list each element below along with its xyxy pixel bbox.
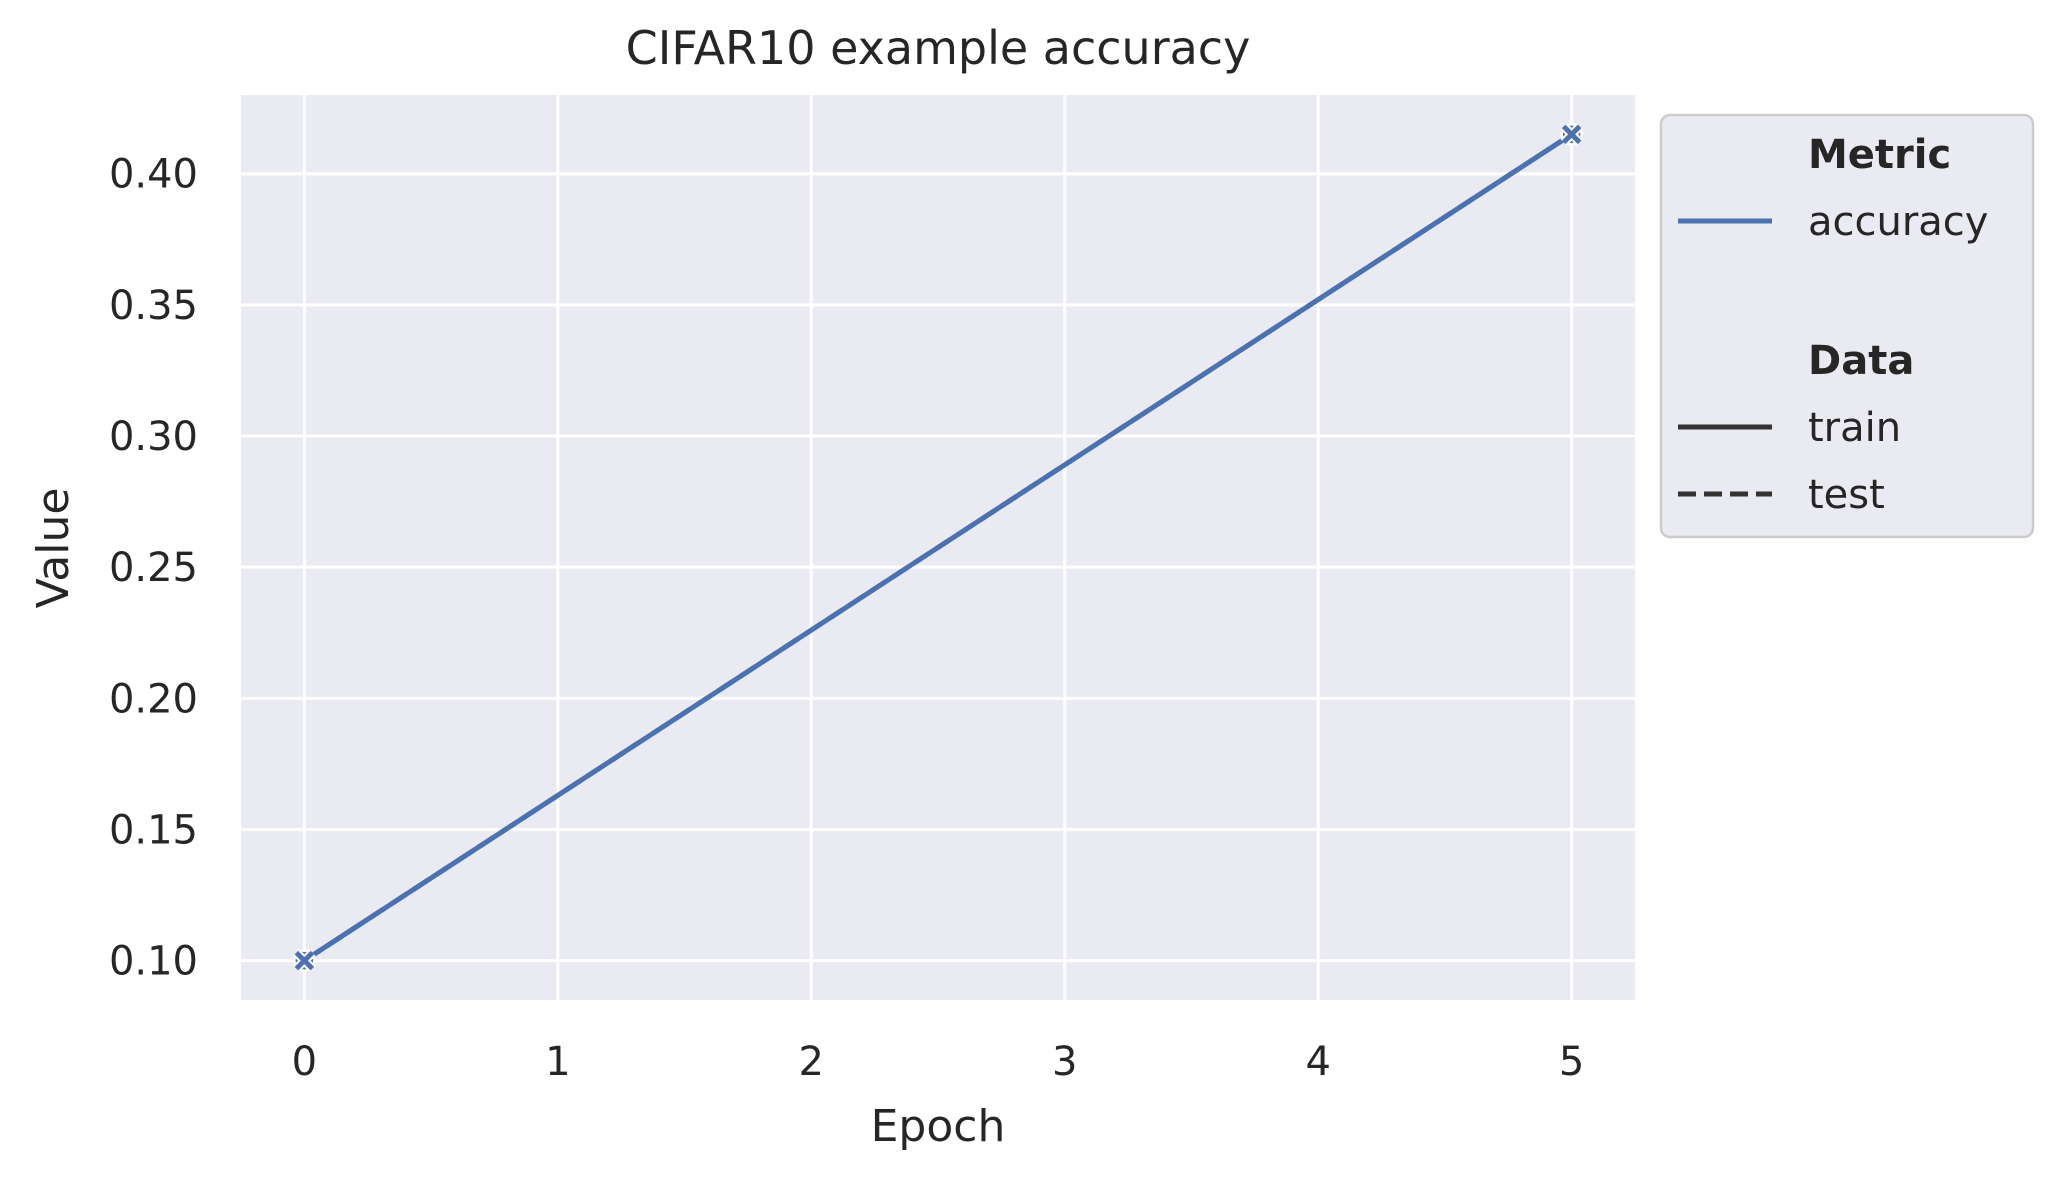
y-tick-label: 0.25 <box>109 545 198 591</box>
y-tick-label: 0.15 <box>109 807 198 853</box>
x-tick-label: 3 <box>1052 1039 1077 1085</box>
tick-labels: 0 1 2 3 4 5 0.10 0.15 0.20 0.25 0.30 0.35 0.40 <box>109 152 1584 1085</box>
legend-title-data: Data <box>1808 338 1914 384</box>
legend: Metric accuracy Data train test <box>1659 113 2035 539</box>
x-tick-label: 4 <box>1305 1039 1330 1085</box>
chart-title: CIFAR10 example accuracy <box>626 21 1251 75</box>
legend-label-test: test <box>1808 472 1885 518</box>
legend-label-accuracy: accuracy <box>1808 199 1988 245</box>
legend-title-metric: Metric <box>1808 132 1951 178</box>
y-axis-label: Value <box>28 488 79 609</box>
x-tick-label: 2 <box>799 1039 824 1085</box>
legend-label-train: train <box>1808 405 1901 451</box>
y-tick-label: 0.35 <box>109 283 198 329</box>
y-tick-label: 0.20 <box>109 676 198 722</box>
x-axis-label: Epoch <box>871 1101 1006 1152</box>
y-tick-label: 0.30 <box>109 414 198 460</box>
x-tick-label: 0 <box>292 1039 317 1085</box>
data-point-test <box>1560 123 1583 146</box>
x-tick-label: 5 <box>1559 1039 1584 1085</box>
series-group <box>293 123 1583 972</box>
data-point-test <box>293 949 316 972</box>
grid-lines <box>241 95 1635 1000</box>
y-tick-label: 0.10 <box>109 939 198 985</box>
series-line-test <box>302 132 1574 963</box>
x-tick-label: 1 <box>545 1039 570 1085</box>
y-tick-label: 0.40 <box>109 152 198 198</box>
